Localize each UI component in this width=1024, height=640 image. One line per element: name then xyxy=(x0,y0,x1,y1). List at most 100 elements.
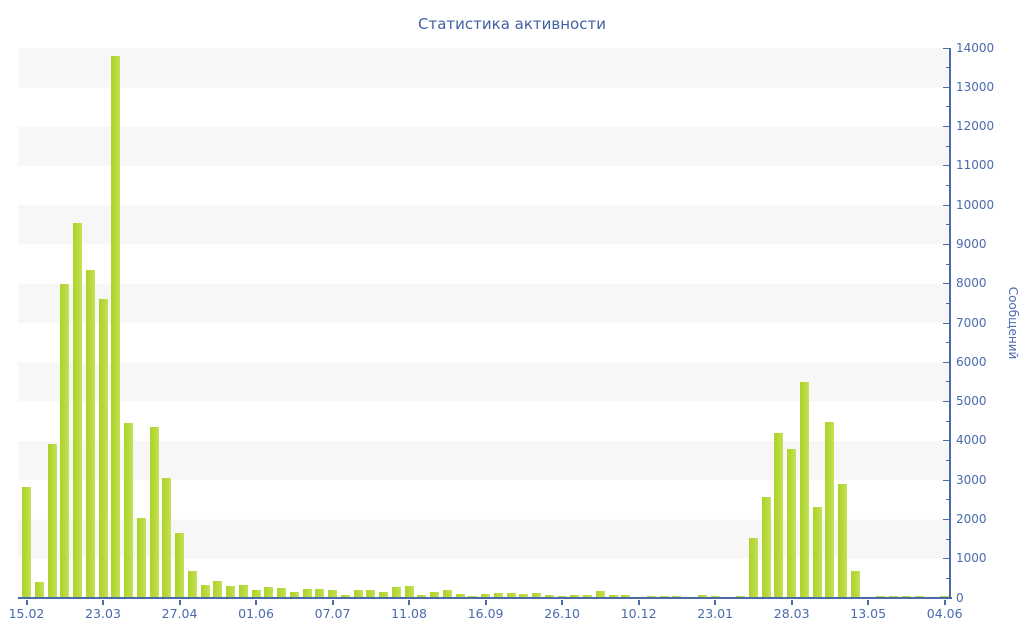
bar xyxy=(289,592,299,598)
bar xyxy=(111,55,121,598)
y-axis-major-tick xyxy=(943,86,950,88)
y-axis-major-tick xyxy=(943,165,950,167)
bar xyxy=(213,581,223,598)
x-axis-tick-label: 04.06 xyxy=(926,606,963,621)
bar xyxy=(226,586,236,598)
y-axis-major-tick xyxy=(943,126,950,128)
bar xyxy=(85,269,95,598)
bar xyxy=(838,484,848,598)
bar xyxy=(136,517,146,598)
y-axis-tick-label: 3000 xyxy=(956,472,987,487)
bar xyxy=(47,444,57,598)
y-axis-tick-label: 7000 xyxy=(956,315,987,330)
y-axis-tick-label: 12000 xyxy=(956,119,995,134)
x-axis-line xyxy=(18,597,952,599)
y-axis-minor-tick xyxy=(946,499,950,501)
x-axis-tick xyxy=(408,600,411,605)
y-axis-minor-tick xyxy=(946,224,950,226)
x-axis-tick xyxy=(178,600,181,605)
bar xyxy=(493,593,503,598)
y-axis-tick-label: 6000 xyxy=(956,354,987,369)
bar xyxy=(162,478,172,598)
bar xyxy=(34,581,44,598)
y-axis-minor-tick xyxy=(946,460,950,461)
bar xyxy=(481,594,491,598)
y-axis-major-tick xyxy=(943,204,950,206)
bar xyxy=(455,594,465,598)
bar xyxy=(417,595,427,598)
x-axis-tick xyxy=(714,600,717,605)
y-axis-major-tick xyxy=(943,243,950,245)
bar xyxy=(379,592,389,598)
bar xyxy=(391,587,401,598)
bar xyxy=(774,433,784,598)
x-axis-tick-label: 28.03 xyxy=(773,606,810,621)
x-axis-tick xyxy=(943,600,946,605)
y-axis-line xyxy=(949,48,951,599)
bar xyxy=(570,594,580,598)
y-axis-major-tick xyxy=(943,440,950,442)
y-axis-tick-label: 13000 xyxy=(956,79,995,94)
y-axis-minor-tick xyxy=(946,381,950,383)
x-axis-tick xyxy=(331,600,334,605)
bar xyxy=(340,594,350,598)
bar xyxy=(366,589,376,598)
x-axis-tick xyxy=(25,600,28,605)
bar xyxy=(697,595,707,598)
y-axis-minor-tick xyxy=(946,420,950,422)
y-axis-minor-tick xyxy=(946,185,950,186)
y-axis-major-tick xyxy=(943,361,950,363)
x-axis-tick xyxy=(255,600,258,605)
bar xyxy=(519,594,529,598)
bar xyxy=(149,427,159,598)
y-axis-title: Сообщений xyxy=(1006,286,1020,360)
y-axis-tick-label: 9000 xyxy=(956,236,987,251)
bar xyxy=(825,422,835,598)
bar xyxy=(583,594,593,598)
plot-area: 0 1000 2000 3000 4000 5000 6000 7000 8000 9000 100… xyxy=(9,41,995,622)
x-axis-tick xyxy=(790,600,793,605)
y-axis-tick-label: 0 xyxy=(956,590,964,605)
bar xyxy=(608,595,618,598)
bar xyxy=(175,533,185,598)
y-axis-minor-tick xyxy=(946,577,950,579)
x-axis-tick-label: 10.12 xyxy=(620,606,657,621)
x-axis-tick-label: 26.10 xyxy=(544,606,581,621)
bar xyxy=(404,586,414,598)
x-axis-tick-label: 01.06 xyxy=(238,606,274,621)
bar xyxy=(532,592,542,598)
x-axis-tick-label: 15.02 xyxy=(8,606,45,621)
y-axis-tick-label: 4000 xyxy=(956,433,987,448)
y-axis-minor-tick xyxy=(946,342,950,344)
bar xyxy=(430,592,440,598)
y-axis-major-tick xyxy=(943,558,950,560)
x-axis-tick-label: 11.08 xyxy=(391,606,427,621)
x-axis-tick xyxy=(484,600,487,605)
y-axis-tick-label: 11000 xyxy=(956,158,995,173)
bar xyxy=(442,590,452,598)
bar xyxy=(22,487,31,598)
bar xyxy=(799,381,809,598)
x-axis-tick xyxy=(561,600,564,605)
y-axis-tick-label: 5000 xyxy=(956,394,987,409)
bar xyxy=(60,283,70,598)
x-axis-tick-label: 13.05 xyxy=(850,606,887,621)
y-axis-tick-label: 1000 xyxy=(956,551,987,566)
bar xyxy=(850,570,860,598)
bar xyxy=(277,587,287,598)
bar xyxy=(251,589,261,598)
x-axis-tick-label: 23.01 xyxy=(697,606,734,621)
bar xyxy=(506,593,516,598)
x-axis-tick-label: 27.04 xyxy=(161,606,198,621)
bar xyxy=(187,570,197,598)
bar xyxy=(544,595,554,598)
bar xyxy=(468,595,478,598)
x-axis-tick xyxy=(637,600,640,605)
bar xyxy=(98,299,108,598)
y-axis-major-tick xyxy=(943,283,950,285)
y-axis-tick-label: 8000 xyxy=(956,276,987,291)
y-axis-minor-tick xyxy=(946,302,950,304)
bar xyxy=(353,590,363,598)
bar xyxy=(748,537,758,598)
y-axis-major-tick xyxy=(943,401,950,403)
